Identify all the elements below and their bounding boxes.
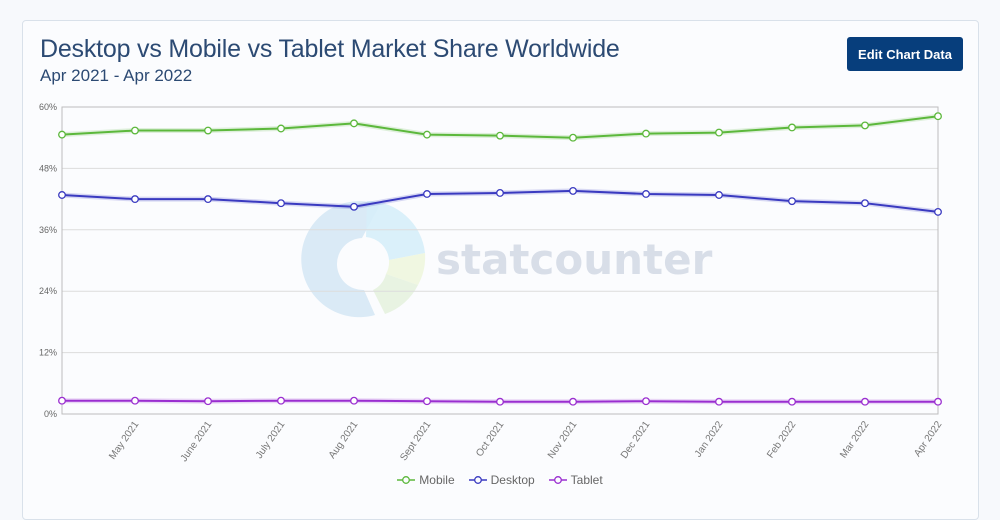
x-tick-label: Sept 2021 [398,419,433,463]
data-point[interactable] [131,396,139,405]
statcounter-watermark: statcounter [301,200,713,318]
chart-title: Desktop vs Mobile vs Tablet Market Share… [40,35,620,63]
x-tick-label: Nov 2021 [546,419,580,461]
chart-legend: Mobile Desktop Tablet [0,473,1000,487]
data-point[interactable] [350,396,358,405]
data-point[interactable] [423,130,431,139]
data-point[interactable] [131,126,139,135]
chart-subtitle: Apr 2021 - Apr 2022 [40,66,193,85]
data-point[interactable] [788,123,796,132]
data-point[interactable] [934,112,942,121]
y-tick-label: 60% [39,102,57,112]
legend-label: Tablet [570,473,603,487]
data-point[interactable] [934,397,942,406]
legend-item-desktop[interactable]: Desktop [468,473,535,487]
data-point[interactable] [350,119,358,128]
data-point[interactable] [204,126,212,135]
data-point[interactable] [423,397,431,406]
data-point[interactable] [788,197,796,206]
x-tick-label: Oct 2021 [474,419,507,459]
data-point[interactable] [642,397,650,406]
data-point[interactable] [642,190,650,198]
legend-marker-icon [468,476,487,484]
data-point[interactable] [715,397,723,406]
x-tick-label: May 2021 [107,419,141,462]
chart-card [22,20,979,520]
y-tick-label: 0% [44,409,57,419]
data-point[interactable] [861,397,869,406]
legend-item-tablet[interactable]: Tablet [548,473,603,487]
data-point[interactable] [861,199,869,208]
x-tick-label: Apr 2022 [912,419,945,459]
data-point[interactable] [277,124,285,133]
legend-item-mobile[interactable]: Mobile [397,473,455,487]
data-point[interactable] [204,195,212,204]
data-point[interactable] [715,128,723,137]
line-chart: statcounter 0% 12% 24% 36% 48% 60% May 2021 Jun… [39,102,945,464]
legend-marker-icon [397,476,416,484]
data-point[interactable] [277,199,285,208]
legend-marker-icon [548,476,567,484]
series-tablet [58,396,942,406]
data-point[interactable] [277,396,285,405]
data-point[interactable] [423,190,431,198]
y-tick-label: 12% [39,348,57,358]
edit-chart-data-button[interactable]: Edit Chart Data [847,37,963,71]
data-point[interactable] [58,396,66,405]
x-tick-label: Dec 2021 [619,419,653,461]
x-tick-label: Jan 2022 [693,419,726,459]
data-point[interactable] [131,195,139,204]
plot-area-border [61,106,939,415]
data-point[interactable] [58,191,66,199]
series-desktop [58,186,942,216]
data-point[interactable] [496,397,504,406]
x-tick-label: Feb 2022 [765,419,798,460]
data-point[interactable] [861,121,869,130]
data-point[interactable] [350,202,358,211]
x-tick-label: Aug 2021 [327,419,361,461]
y-tick-label: 24% [39,286,57,296]
data-point[interactable] [642,129,650,138]
x-tick-label: June 2021 [179,419,215,464]
data-point[interactable] [569,397,577,406]
watermark-text: statcounter [436,235,713,284]
legend-label: Desktop [490,473,535,487]
x-tick-label: Mar 2022 [838,419,871,460]
data-point[interactable] [204,397,212,406]
x-tick-label: July 2021 [254,419,288,461]
data-point[interactable] [569,186,577,195]
y-tick-label: 36% [39,225,57,235]
data-point[interactable] [569,133,577,142]
legend-label: Mobile [419,473,455,487]
data-point[interactable] [788,397,796,406]
data-point[interactable] [496,131,504,140]
data-point[interactable] [496,189,504,197]
data-point[interactable] [934,207,942,216]
y-tick-label: 48% [39,163,57,173]
series-mobile [58,112,942,142]
data-point[interactable] [715,191,723,199]
data-point[interactable] [58,130,66,139]
